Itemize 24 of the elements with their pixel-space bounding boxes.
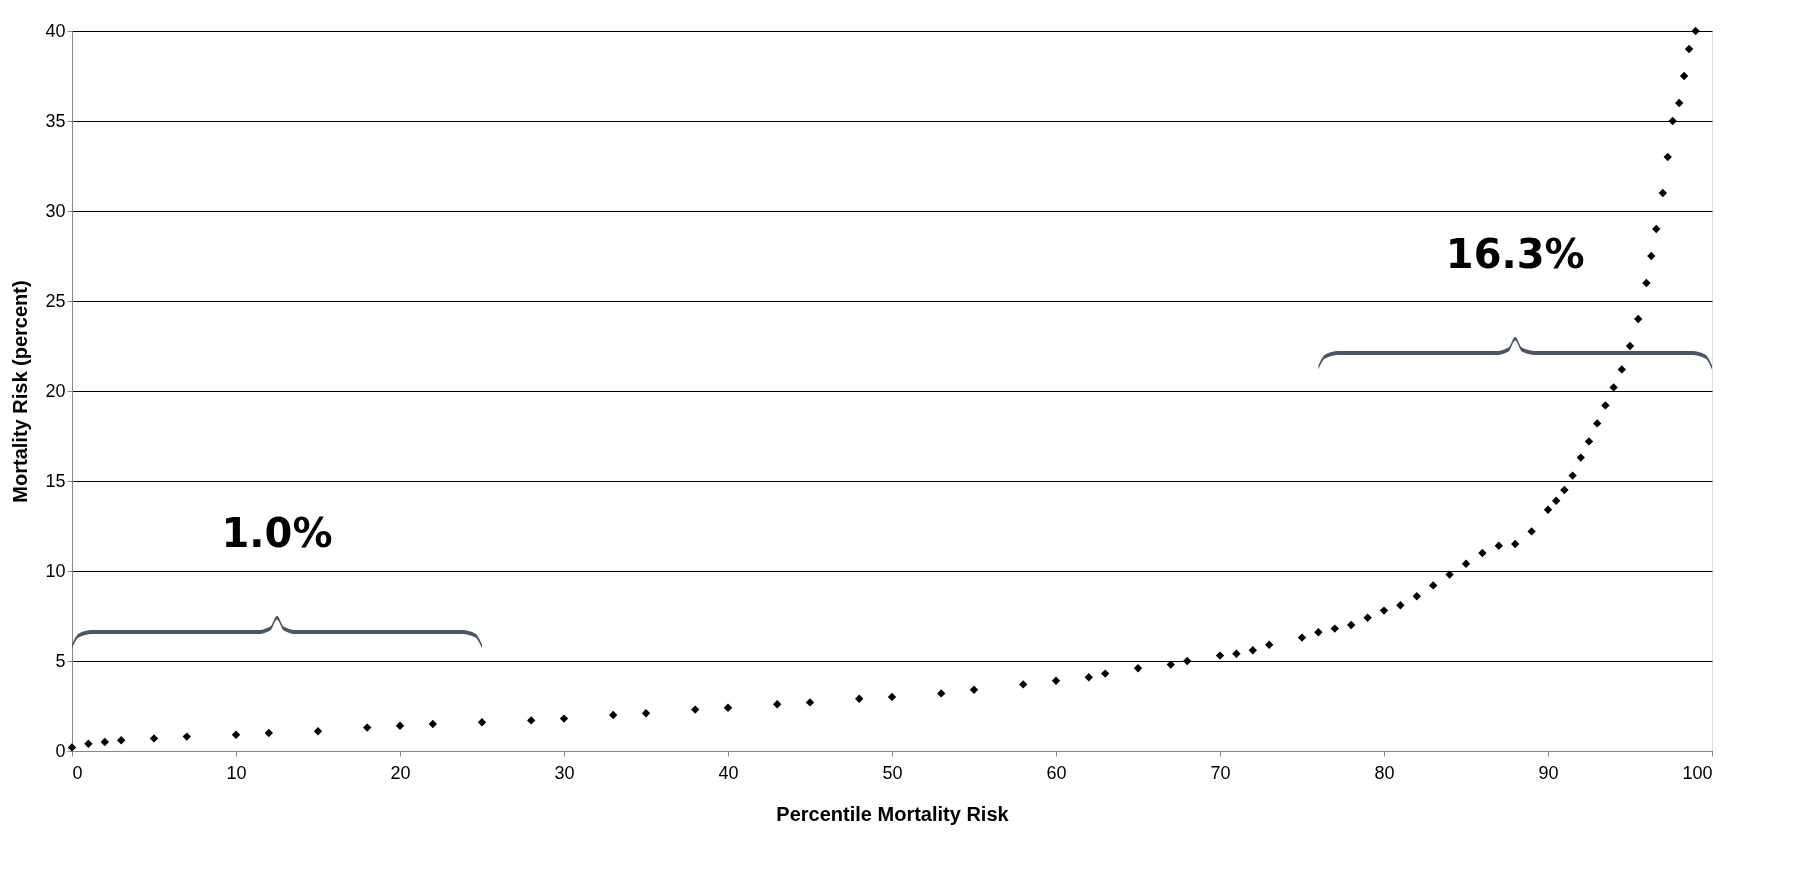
annotation: 16.3% bbox=[1445, 231, 1585, 277]
x-tick-label: 80 bbox=[1374, 762, 1395, 783]
x-tick-label: 50 bbox=[882, 762, 903, 783]
y-tick-label: 25 bbox=[45, 290, 66, 311]
y-tick-label: 15 bbox=[45, 470, 66, 491]
annotation: 1.0% bbox=[221, 510, 333, 556]
x-tick-label: 20 bbox=[390, 762, 411, 783]
x-tick-label: 30 bbox=[554, 762, 575, 783]
x-axis-title: Percentile Mortality Risk bbox=[776, 802, 1010, 825]
x-tick-label: 100 bbox=[1682, 762, 1713, 783]
y-tick-label: 30 bbox=[45, 200, 66, 221]
x-tick-label: 70 bbox=[1210, 762, 1231, 783]
x-tick-label: 10 bbox=[226, 762, 247, 783]
y-tick-label: 10 bbox=[45, 560, 66, 581]
x-tick-label: 0 bbox=[72, 762, 83, 783]
y-tick-label: 40 bbox=[45, 20, 66, 41]
x-tick-label: 60 bbox=[1046, 762, 1067, 783]
y-tick-label: 35 bbox=[45, 110, 66, 131]
y-tick-label: 0 bbox=[55, 740, 66, 761]
x-tick-label: 40 bbox=[718, 762, 739, 783]
y-axis-title: Mortality Risk (percent) bbox=[9, 280, 32, 503]
x-tick-label: 90 bbox=[1538, 762, 1559, 783]
y-tick-label: 20 bbox=[45, 380, 66, 401]
y-tick-label: 5 bbox=[55, 650, 66, 671]
